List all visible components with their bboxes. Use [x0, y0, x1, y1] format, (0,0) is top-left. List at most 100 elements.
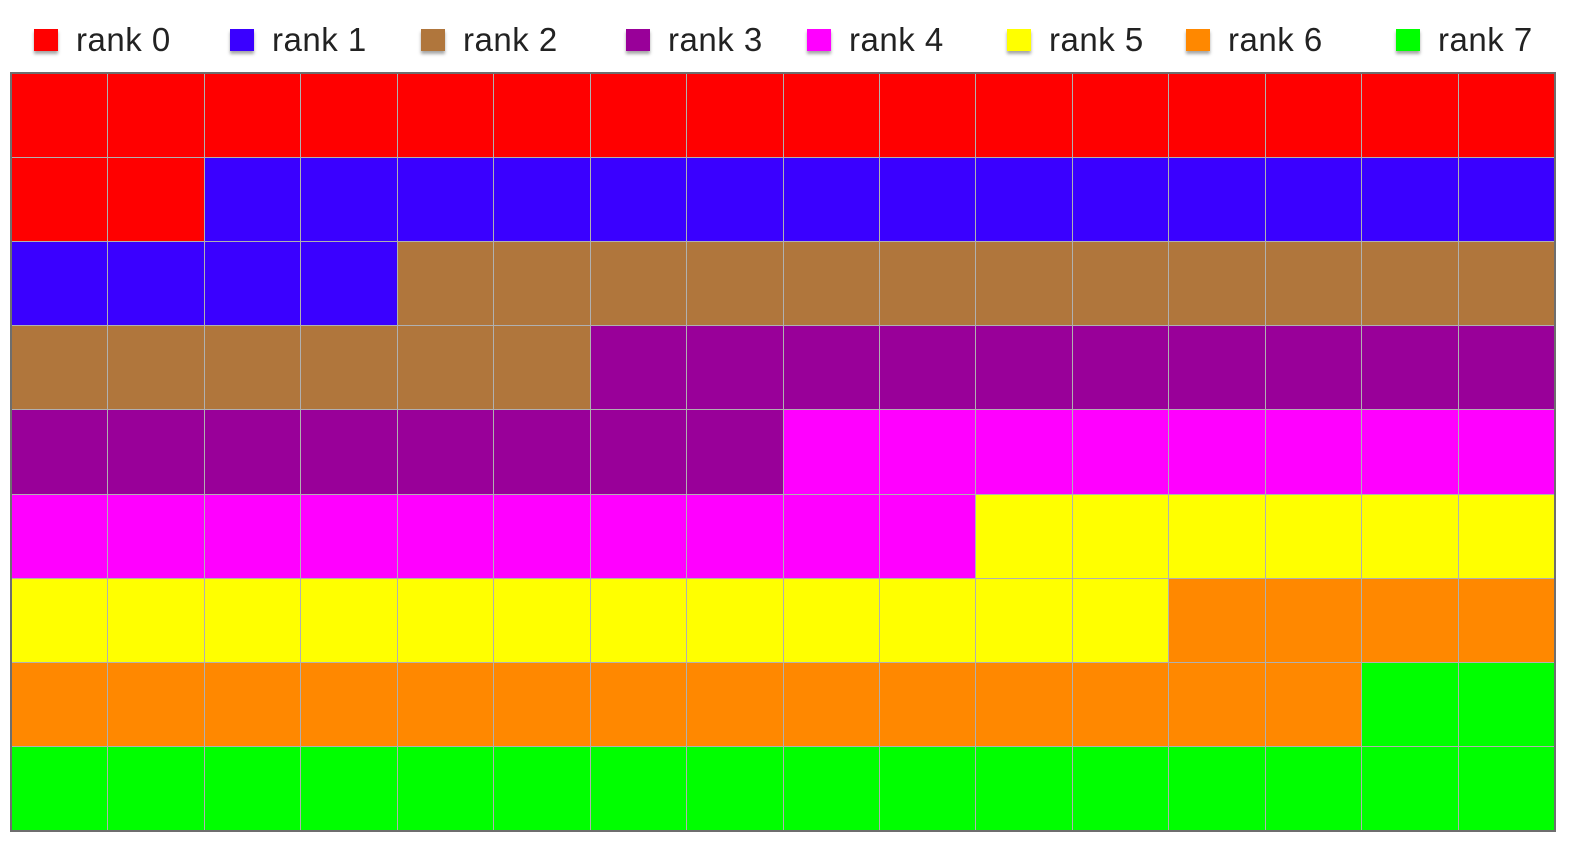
grid-cell-rank-7: [1265, 746, 1362, 830]
legend-item-rank-0: rank 0: [34, 18, 171, 62]
grid-cell-rank-2: [397, 242, 494, 326]
legend-label-rank-5: rank 5: [1049, 21, 1144, 58]
grid-cell-rank-6: [1362, 578, 1458, 662]
grid-cell-rank-4: [494, 494, 590, 578]
grid-cell-rank-4: [12, 494, 108, 578]
grid-cell-rank-1: [12, 242, 108, 326]
legend-item-rank-4: rank 4: [807, 18, 944, 62]
grid-cell-rank-7: [1362, 746, 1458, 830]
grid-cell-rank-2: [1265, 242, 1362, 326]
grid-cell-rank-7: [590, 746, 687, 830]
grid-cell-rank-4: [204, 494, 301, 578]
grid-cell-rank-3: [1169, 326, 1265, 410]
grid-cell-rank-6: [1458, 578, 1554, 662]
grid-cell-rank-3: [1458, 326, 1554, 410]
grid-cell-rank-6: [1072, 662, 1169, 746]
grid-cell-rank-1: [590, 158, 687, 242]
grid-cell-rank-0: [494, 74, 590, 158]
legend-swatch-rank-2: [421, 29, 445, 51]
grid-cell-rank-4: [1169, 410, 1265, 494]
grid-cell-rank-5: [1362, 494, 1458, 578]
grid-cell-rank-6: [108, 662, 204, 746]
grid-cell-rank-5: [108, 578, 204, 662]
grid-cell-rank-2: [1458, 242, 1554, 326]
grid-cell-rank-7: [1072, 746, 1169, 830]
legend: rank 0 rank 1 rank 2 rank 3 rank 4 rank …: [0, 0, 1574, 74]
grid-cell-rank-5: [976, 494, 1072, 578]
grid-cell-rank-4: [687, 494, 783, 578]
grid-cell-rank-7: [301, 746, 397, 830]
legend-swatch-rank-4: [807, 29, 831, 51]
grid-cell-rank-4: [301, 494, 397, 578]
grid-cell-rank-2: [397, 326, 494, 410]
grid-cell-rank-6: [397, 662, 494, 746]
legend-label-rank-0: rank 0: [76, 21, 171, 58]
grid-cell-rank-1: [204, 158, 301, 242]
grid-cell-rank-1: [783, 158, 879, 242]
grid-cell-rank-4: [1072, 410, 1169, 494]
grid-cell-rank-0: [1265, 74, 1362, 158]
grid-cell-rank-5: [301, 578, 397, 662]
grid-cell-rank-4: [976, 410, 1072, 494]
grid-cell-rank-4: [1362, 410, 1458, 494]
grid-cell-rank-1: [1265, 158, 1362, 242]
grid-cell-rank-4: [879, 494, 976, 578]
grid-cell-rank-0: [204, 74, 301, 158]
grid-cell-rank-2: [494, 326, 590, 410]
grid-cell-rank-1: [1362, 158, 1458, 242]
grid-cell-rank-0: [301, 74, 397, 158]
legend-swatch-rank-3: [626, 29, 650, 51]
grid-cell-rank-6: [204, 662, 301, 746]
legend-item-rank-3: rank 3: [626, 18, 763, 62]
grid-cell-rank-1: [301, 158, 397, 242]
grid-cell-rank-6: [301, 662, 397, 746]
grid-cell-rank-2: [301, 326, 397, 410]
grid-cell-rank-1: [301, 242, 397, 326]
grid-cell-rank-7: [976, 746, 1072, 830]
grid-cell-rank-5: [687, 578, 783, 662]
grid-cell-rank-0: [397, 74, 494, 158]
grid-cell-rank-0: [1458, 74, 1554, 158]
grid-cell-rank-2: [1362, 242, 1458, 326]
grid-cell-rank-4: [1458, 410, 1554, 494]
legend-item-rank-5: rank 5: [1007, 18, 1144, 62]
legend-item-rank-2: rank 2: [421, 18, 558, 62]
grid-cell-rank-5: [1072, 578, 1169, 662]
grid-cell-rank-1: [1169, 158, 1265, 242]
grid-cell-rank-4: [590, 494, 687, 578]
grid-cell-rank-6: [494, 662, 590, 746]
grid-cell-rank-3: [204, 410, 301, 494]
legend-swatch-rank-5: [1007, 29, 1031, 51]
legend-item-rank-1: rank 1: [230, 18, 367, 62]
grid-cell-rank-6: [976, 662, 1072, 746]
grid-cell-rank-3: [397, 410, 494, 494]
grid-cell-rank-0: [12, 158, 108, 242]
grid-cell-rank-5: [590, 578, 687, 662]
grid-cell-rank-0: [879, 74, 976, 158]
legend-swatch-rank-7: [1396, 29, 1420, 51]
grid-cell-rank-4: [108, 494, 204, 578]
grid-cell-rank-5: [204, 578, 301, 662]
grid-cell-rank-6: [783, 662, 879, 746]
grid-cell-rank-1: [879, 158, 976, 242]
grid-cell-rank-2: [783, 242, 879, 326]
grid-cell-rank-2: [1072, 242, 1169, 326]
grid-cell-rank-4: [783, 494, 879, 578]
grid-cell-rank-6: [879, 662, 976, 746]
grid-cell-rank-3: [108, 410, 204, 494]
legend-label-rank-6: rank 6: [1228, 21, 1323, 58]
grid-cell-rank-2: [494, 242, 590, 326]
grid-cell-rank-5: [1169, 494, 1265, 578]
grid-cell-rank-6: [1169, 578, 1265, 662]
grid-cell-rank-7: [1458, 746, 1554, 830]
grid-cell-rank-0: [1362, 74, 1458, 158]
legend-item-rank-6: rank 6: [1186, 18, 1323, 62]
grid-cell-rank-4: [783, 410, 879, 494]
grid-cell-rank-5: [12, 578, 108, 662]
grid-cell-rank-3: [879, 326, 976, 410]
grid-cell-rank-7: [12, 746, 108, 830]
grid-cell-rank-1: [687, 158, 783, 242]
grid-cell-rank-3: [301, 410, 397, 494]
grid-cell-rank-3: [687, 326, 783, 410]
grid-cell-rank-2: [1169, 242, 1265, 326]
